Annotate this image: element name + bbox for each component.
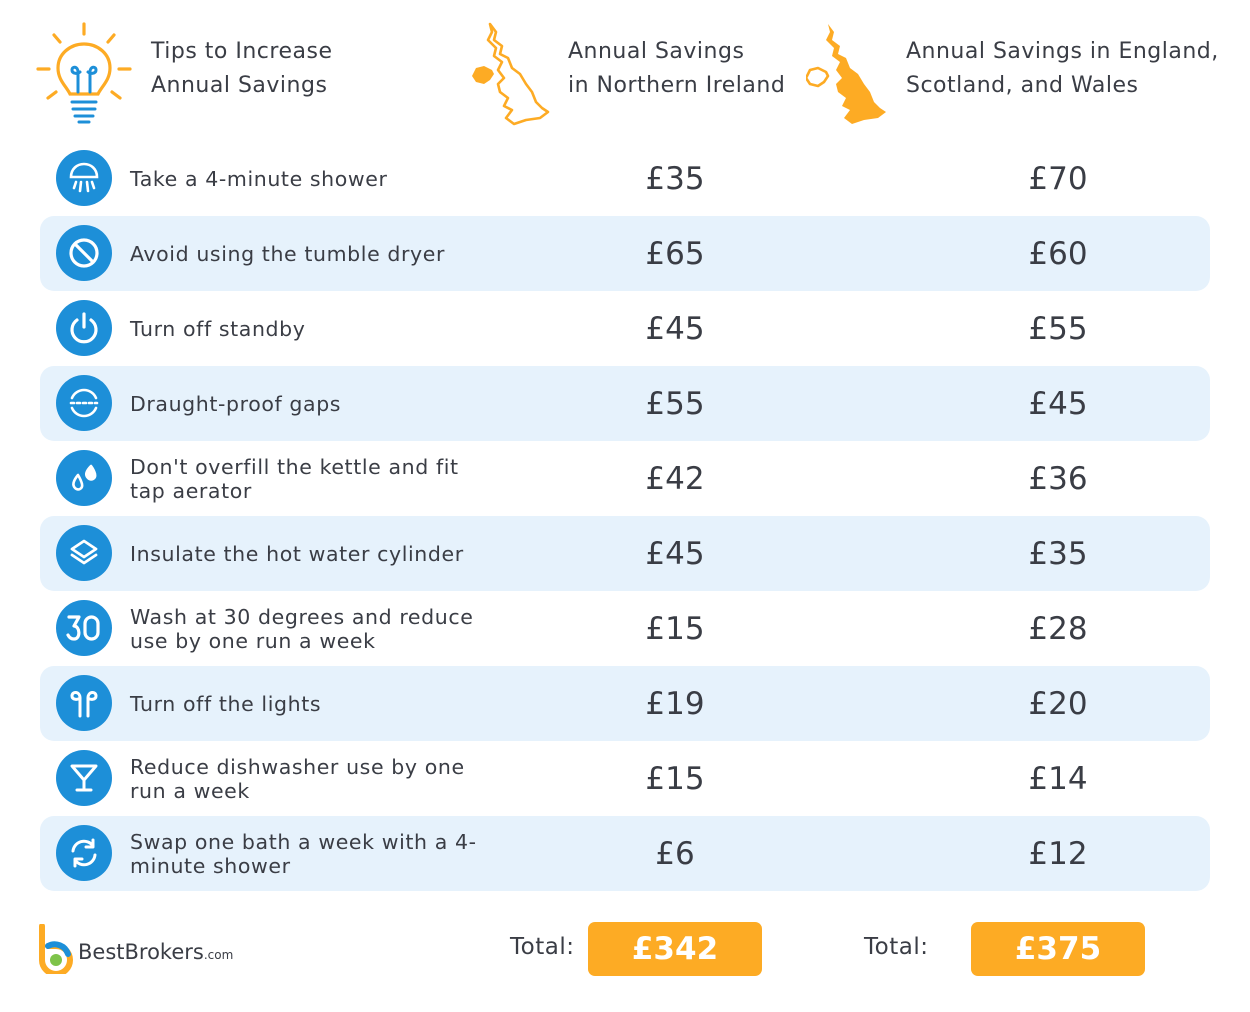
- tips-column-heading: Tips to Increase Annual Savings: [151, 35, 332, 103]
- ni-heading-line2: in Northern Ireland: [568, 73, 786, 98]
- table-row: Don't overfill the kettle and fit tap ae…: [40, 441, 1210, 516]
- layers-icon: [56, 525, 112, 581]
- ni-saving-value: £19: [645, 685, 705, 722]
- table-row: Turn off the lights £19 £20: [40, 666, 1210, 741]
- table-row: Draught-proof gaps £55 £45: [40, 366, 1210, 441]
- gb-saving-value: £14: [1028, 760, 1088, 797]
- table-row: Turn off standby £45 £55: [40, 291, 1210, 366]
- thirty-degrees-icon: [56, 600, 112, 656]
- refresh-icon: [56, 825, 112, 881]
- gb-saving-value: £70: [1028, 160, 1088, 197]
- tip-text: Don't overfill the kettle and fit tap ae…: [130, 454, 459, 503]
- ni-saving-value: £42: [645, 460, 705, 497]
- table-row: Reduce dishwasher use by one run a week …: [40, 741, 1210, 816]
- table-row: Wash at 30 degrees and reduce use by one…: [40, 591, 1210, 666]
- table-row: Swap one bath a week with a 4-minute sho…: [40, 816, 1210, 891]
- tips-heading-line1: Tips to Increase: [151, 39, 333, 64]
- ni-saving-value: £15: [645, 760, 705, 797]
- gb-column-heading: Annual Savings in England, Scotland, and…: [906, 35, 1219, 103]
- gb-saving-value: £55: [1028, 310, 1088, 347]
- glass-icon: [56, 750, 112, 806]
- table-row: Avoid using the tumble dryer £65 £60: [40, 216, 1210, 291]
- logo-brand: BestBrokers: [78, 940, 204, 964]
- shower-icon: [56, 150, 112, 206]
- ni-saving-value: £45: [645, 310, 705, 347]
- gb-saving-value: £36: [1028, 460, 1088, 497]
- water-drops-icon: [56, 450, 112, 506]
- tip-text: Draught-proof gaps: [130, 391, 342, 416]
- ni-heading-line1: Annual Savings: [568, 39, 745, 64]
- logo-suffix: .com: [203, 948, 234, 962]
- bestbrokers-logo[interactable]: BestBrokers.com: [38, 924, 258, 978]
- ni-total-badge: £342: [588, 922, 762, 976]
- ni-column-heading: Annual Savings in Northern Ireland: [568, 35, 785, 103]
- draught-icon: [56, 375, 112, 431]
- gb-saving-value: £20: [1028, 685, 1088, 722]
- ni-saving-value: £65: [645, 235, 705, 272]
- ni-saving-value: £55: [645, 385, 705, 422]
- gb-heading-line1: Annual Savings in England,: [906, 39, 1219, 64]
- prohibited-icon: [56, 225, 112, 281]
- gb-saving-value: £60: [1028, 235, 1088, 272]
- table-header: Tips to Increase Annual Savings Annual S…: [0, 0, 1250, 140]
- ni-saving-value: £15: [645, 610, 705, 647]
- gb-saving-value: £45: [1028, 385, 1088, 422]
- ni-saving-value: £45: [645, 535, 705, 572]
- ni-total-label: Total:: [510, 934, 575, 960]
- gb-total-badge: £375: [971, 922, 1145, 976]
- northern-ireland-map-icon: [470, 22, 554, 126]
- gb-saving-value: £28: [1028, 610, 1088, 647]
- tip-text: Swap one bath a week with a 4-minute sho…: [130, 829, 477, 878]
- tip-text: Take a 4-minute shower: [130, 166, 388, 191]
- savings-table: Take a 4-minute shower £35 £70 Avoid usi…: [40, 141, 1210, 891]
- great-britain-map-icon: [804, 22, 890, 126]
- gb-total-label: Total:: [864, 934, 929, 960]
- tip-text: Insulate the hot water cylinder: [130, 541, 464, 566]
- power-icon: [56, 300, 112, 356]
- tips-heading-line2: Annual Savings: [151, 73, 328, 98]
- ni-saving-value: £6: [655, 835, 695, 872]
- gb-saving-value: £12: [1028, 835, 1088, 872]
- tip-text: Avoid using the tumble dryer: [130, 241, 446, 266]
- tip-text: Reduce dishwasher use by one run a week: [130, 754, 465, 803]
- tip-text: Turn off standby: [130, 316, 306, 341]
- lamp-icon: [56, 675, 112, 731]
- tip-text: Wash at 30 degrees and reduce use by one…: [130, 604, 474, 653]
- tip-text: Turn off the lights: [130, 691, 322, 716]
- gb-saving-value: £35: [1028, 535, 1088, 572]
- logo-wordmark: BestBrokers.com: [78, 940, 233, 964]
- gb-heading-line2: Scotland, and Wales: [906, 73, 1139, 98]
- table-row: Take a 4-minute shower £35 £70: [40, 141, 1210, 216]
- table-row: Insulate the hot water cylinder £45 £35: [40, 516, 1210, 591]
- lightbulb-icon: [36, 22, 132, 124]
- ni-saving-value: £35: [645, 160, 705, 197]
- bestbrokers-logo-mark: [39, 924, 73, 974]
